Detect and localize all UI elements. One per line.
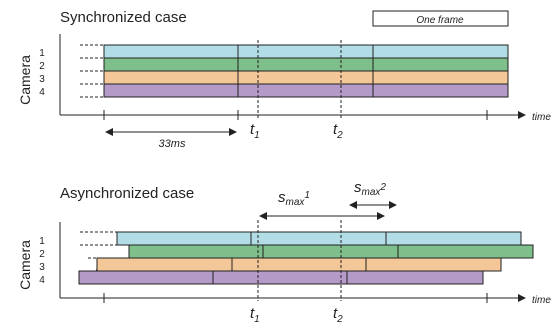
sync-camera-2-bar [103, 57, 509, 72]
sync-camera-4-bar [103, 83, 509, 98]
sync-frame-duration-label: 33ms [159, 138, 186, 150]
sync-camera-3-bar [103, 70, 509, 85]
sync-time-label: time [532, 112, 551, 123]
sync-camera-1-bar [103, 44, 509, 59]
async-axis-ticks [103, 293, 488, 303]
sync-camera-1-label: 1 [39, 48, 45, 59]
sync-t1-label: t1 [250, 121, 260, 141]
synchronized-panel: Synchronized case One frame Camera 1 2 3… [17, 9, 551, 150]
sync-t2-label: t2 [333, 121, 343, 141]
smax2-label: smax2 [354, 179, 386, 198]
async-camera-4-label: 4 [39, 275, 45, 286]
async-camera-2-label: 2 [39, 249, 45, 260]
async-camera-1-bar [116, 231, 522, 246]
async-camera-4-bar [78, 270, 484, 285]
async-title: Asynchronized case [60, 185, 194, 202]
asynchronized-panel: Asynchronized case Camera 1 2 3 4 [17, 179, 551, 325]
smax1-label: smax1 [278, 189, 310, 208]
sync-camera-axis-label: Camera [17, 55, 33, 105]
one-frame-legend-box [372, 10, 509, 27]
async-t1-label: t1 [250, 305, 260, 325]
async-camera-2-bar [128, 244, 534, 259]
sync-camera-4-label: 4 [39, 87, 45, 98]
async-camera-axis-label: Camera [17, 240, 33, 290]
sync-title: Synchronized case [60, 9, 187, 26]
sync-axis-ticks [103, 110, 488, 120]
async-t2-label: t2 [333, 305, 343, 325]
sync-leading-dashes [80, 44, 104, 98]
sync-camera-2-label: 2 [39, 61, 45, 72]
sync-camera-3-label: 3 [39, 74, 45, 85]
async-camera-3-label: 3 [39, 262, 45, 273]
async-camera-1-label: 1 [39, 236, 45, 247]
async-time-label: time [532, 295, 551, 306]
async-camera-3-bar [96, 257, 502, 272]
one-frame-legend-label: One frame [416, 15, 464, 26]
